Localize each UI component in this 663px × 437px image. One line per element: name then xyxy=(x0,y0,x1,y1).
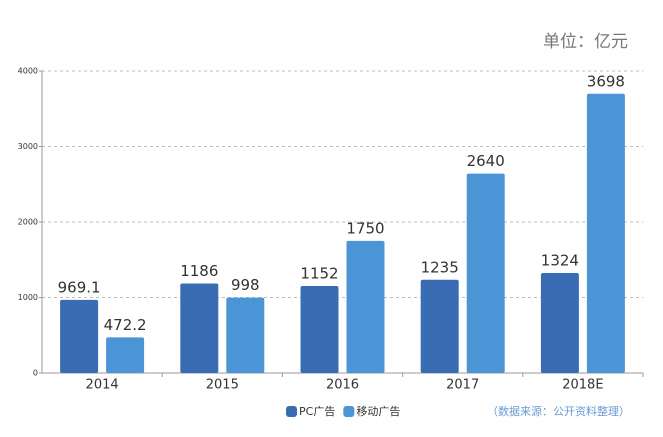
bar xyxy=(60,299,99,373)
x-tick-label: 2017 xyxy=(446,378,479,393)
value-label: 2640 xyxy=(467,152,505,170)
y-tick-label: 3000 xyxy=(18,142,38,151)
x-tick-label: 2015 xyxy=(206,378,239,393)
bar xyxy=(540,273,579,373)
legend-swatch xyxy=(343,406,355,417)
x-tick-label: 2018E xyxy=(562,378,603,393)
bar xyxy=(420,279,459,373)
value-label: 1324 xyxy=(541,252,579,270)
bar xyxy=(466,173,505,373)
value-label: 1235 xyxy=(421,258,459,276)
value-label: 998 xyxy=(231,276,260,294)
legend-label: 移动广告 xyxy=(356,405,400,418)
value-label: 1152 xyxy=(300,265,338,283)
value-label: 1186 xyxy=(180,262,218,280)
value-label: 1750 xyxy=(346,219,384,237)
x-tick-label: 2014 xyxy=(86,378,119,393)
legend-swatch xyxy=(286,406,297,417)
legend-label: PC广告 xyxy=(299,405,335,418)
y-tick-label: 1000 xyxy=(18,293,38,302)
bar xyxy=(226,297,265,373)
unit-label: 单位：亿元 xyxy=(543,32,628,52)
value-label: 3698 xyxy=(587,72,625,90)
value-label: 969.1 xyxy=(58,278,101,296)
y-tick-label: 4000 xyxy=(18,67,38,76)
bar xyxy=(300,286,339,373)
y-tick-label: 2000 xyxy=(18,218,38,227)
bar xyxy=(106,337,145,373)
y-tick-label: 0 xyxy=(33,369,38,378)
value-label: 472.2 xyxy=(104,316,147,334)
source-note: （数据来源：公开资料整理） xyxy=(487,404,630,418)
x-tick-label: 2016 xyxy=(326,378,359,393)
bar xyxy=(346,240,385,373)
bar xyxy=(180,283,219,373)
bar xyxy=(586,93,625,374)
